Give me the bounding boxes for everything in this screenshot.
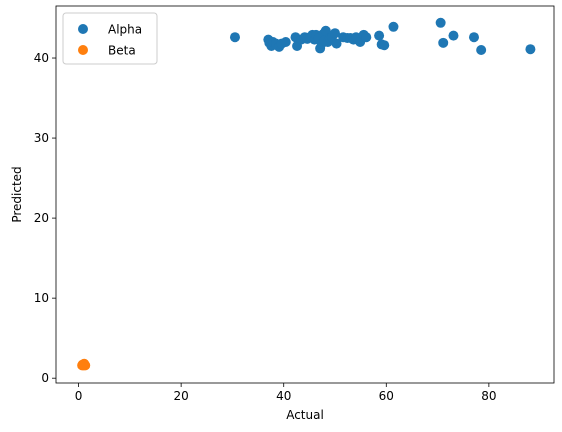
plot-frame <box>55 5 555 384</box>
x-tick-label: 0 <box>75 389 83 403</box>
y-tick-label: 20 <box>34 211 49 225</box>
legend-marker-beta <box>78 45 88 55</box>
y-tick-label: 0 <box>41 371 49 385</box>
point-alpha-8 <box>280 37 291 48</box>
point-alpha-40 <box>388 21 399 32</box>
y-tick-label: 40 <box>34 51 49 65</box>
y-tick-label: 30 <box>34 131 49 145</box>
x-tick-label: 60 <box>379 389 394 403</box>
point-alpha-27 <box>330 28 340 39</box>
legend-label-beta: Beta <box>108 44 136 58</box>
point-alpha-46 <box>525 44 536 55</box>
plot-area <box>56 6 554 383</box>
legend-label-alpha: Alpha <box>108 23 142 37</box>
legend: Alpha Beta <box>62 12 158 65</box>
point-alpha-36 <box>361 32 372 43</box>
point-alpha-41 <box>435 17 446 28</box>
x-tick-label: 40 <box>276 389 291 403</box>
point-alpha-45 <box>476 45 487 56</box>
x-tick-label: 20 <box>174 389 189 403</box>
x-axis-ticks: 0 20 40 60 80 <box>75 383 497 403</box>
point-alpha-39 <box>379 40 390 51</box>
point-alpha-28 <box>331 38 342 49</box>
point-alpha-43 <box>448 30 459 41</box>
chart-marks <box>77 17 536 371</box>
y-axis-ticks: 0 10 20 30 40 <box>34 51 56 385</box>
point-alpha-0 <box>229 32 240 43</box>
x-tick-label: 80 <box>481 389 496 403</box>
point-beta-5 <box>77 359 88 370</box>
x-axis-label: Actual <box>286 408 324 422</box>
point-alpha-42 <box>438 37 449 48</box>
legend-marker-alpha <box>78 24 88 34</box>
y-tick-label: 10 <box>34 291 49 305</box>
point-alpha-37 <box>374 30 385 41</box>
y-axis-label: Predicted <box>10 166 24 222</box>
point-alpha-44 <box>468 32 479 43</box>
